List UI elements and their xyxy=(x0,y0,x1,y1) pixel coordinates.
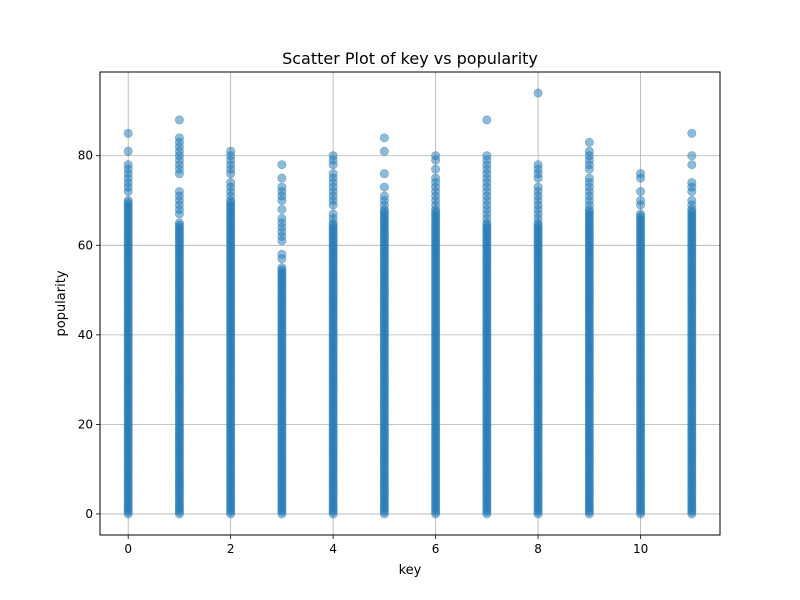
key-2-points xyxy=(226,146,236,519)
y-tick-label: 0 xyxy=(85,507,93,521)
data-point xyxy=(174,115,184,125)
data-point xyxy=(584,173,594,183)
x-tick-label: 8 xyxy=(534,542,542,556)
data-points xyxy=(123,88,697,519)
data-point xyxy=(533,88,543,98)
data-point xyxy=(123,128,133,138)
data-point xyxy=(687,151,697,161)
key-5-points xyxy=(379,133,389,519)
data-point xyxy=(431,151,441,161)
y-axis-ticks: 0 20 40 60 80 xyxy=(78,149,100,521)
y-tick-label: 40 xyxy=(78,328,93,342)
data-point xyxy=(277,173,287,183)
data-point xyxy=(533,160,543,170)
data-point xyxy=(174,133,184,143)
x-tick-label: 2 xyxy=(227,542,235,556)
data-point xyxy=(174,218,184,228)
data-point xyxy=(174,187,184,197)
data-point xyxy=(379,169,389,179)
y-axis-label: popularity xyxy=(54,270,69,336)
data-point xyxy=(636,196,646,206)
data-point xyxy=(226,178,236,188)
data-point xyxy=(687,196,697,206)
x-tick-label: 6 xyxy=(432,542,440,556)
data-point xyxy=(379,146,389,156)
key-7-points xyxy=(482,115,492,519)
data-point xyxy=(123,146,133,156)
key-8-points xyxy=(533,88,543,519)
key-1-points xyxy=(174,115,184,519)
data-point xyxy=(687,178,697,188)
key-10-points xyxy=(636,169,646,519)
x-tick-label: 4 xyxy=(329,542,337,556)
data-point xyxy=(226,146,236,156)
key-3-points xyxy=(277,160,287,519)
y-tick-label: 20 xyxy=(78,417,93,431)
data-point xyxy=(533,182,543,192)
key-9-points xyxy=(584,137,594,519)
data-point xyxy=(687,128,697,138)
data-point xyxy=(379,133,389,143)
data-point xyxy=(482,115,492,125)
data-point xyxy=(584,137,594,147)
data-point xyxy=(277,204,287,214)
data-point xyxy=(277,182,287,192)
data-point xyxy=(379,182,389,192)
data-point xyxy=(431,164,441,174)
data-point xyxy=(379,191,389,201)
x-axis-ticks: 0 2 4 6 8 10 xyxy=(124,535,648,556)
data-point xyxy=(482,151,492,161)
chart-title: Scatter Plot of key vs popularity xyxy=(282,49,538,68)
x-axis-label: key xyxy=(399,563,422,578)
y-tick-label: 60 xyxy=(78,238,93,252)
data-point xyxy=(328,209,338,219)
data-point xyxy=(584,146,594,156)
key-4-points xyxy=(328,151,338,519)
y-tick-label: 80 xyxy=(78,149,93,163)
data-point xyxy=(636,187,646,197)
data-point xyxy=(277,249,287,259)
data-point xyxy=(328,169,338,179)
data-point xyxy=(123,196,133,206)
x-tick-label: 10 xyxy=(633,542,648,556)
data-point xyxy=(636,209,646,219)
plot-frame xyxy=(99,71,721,536)
data-point xyxy=(277,263,287,273)
data-point xyxy=(431,173,441,183)
data-point xyxy=(277,160,287,170)
key-6-points xyxy=(431,151,441,519)
data-point xyxy=(123,160,133,170)
data-point xyxy=(277,213,287,223)
key-0-points xyxy=(123,128,133,519)
data-point xyxy=(328,151,338,161)
x-tick-label: 0 xyxy=(124,542,132,556)
data-point xyxy=(636,169,646,179)
grid-lines xyxy=(100,72,720,535)
key-11-points xyxy=(687,128,697,519)
data-point xyxy=(687,160,697,170)
